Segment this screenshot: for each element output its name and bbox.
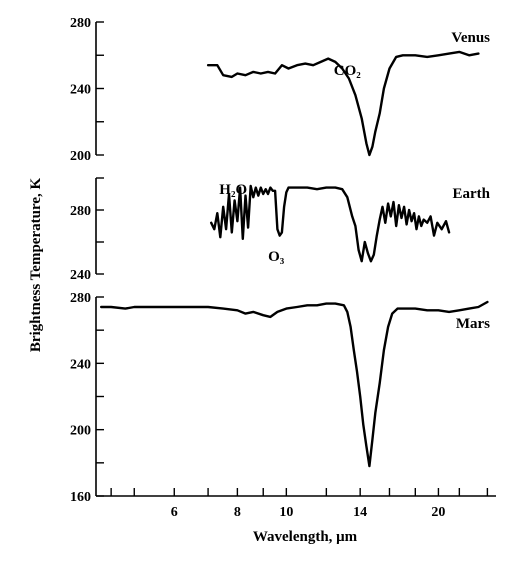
earth-y-tick-label: 280 (70, 204, 91, 219)
x-tick-label: 8 (234, 505, 241, 520)
venus-y-tick-label: 200 (70, 149, 91, 164)
mars-panel-label: Mars (456, 316, 490, 332)
earth-y-tick-label: 240 (70, 268, 91, 283)
x-tick-label: 6 (171, 505, 178, 520)
earth-spectrum-line (210, 184, 451, 263)
x-tick-label: 20 (431, 505, 445, 520)
mars-y-tick-label: 280 (70, 291, 91, 306)
venus-y-tick-label: 240 (70, 83, 91, 98)
venus-spectrum-line (206, 50, 480, 157)
x-axis-title: Wavelength, μm (253, 529, 358, 545)
mars-y-tick-label: 160 (70, 490, 91, 505)
venus-y-tick-label: 280 (70, 16, 91, 31)
venus-panel-label: Venus (451, 30, 490, 46)
axes-layer (95, 22, 496, 497)
earth-panel-label: Earth (453, 186, 491, 202)
mars-y-tick-label: 240 (70, 357, 91, 372)
series-layer (100, 50, 489, 468)
venus-annotation: CO₂ (334, 63, 362, 79)
y-axis-title: Brightness Temperature, K (28, 178, 44, 353)
mars-spectrum-line (100, 300, 489, 468)
earth-annotation: H₂O (219, 182, 247, 198)
x-tick-label: 14 (353, 505, 367, 520)
ticks-layer (96, 21, 489, 497)
labels-layer: 6 8 10 14 20 200 240 280 Venus CO₂ 240 280 Earth H₂O O… (70, 16, 491, 520)
earth-annotation: O₃ (268, 249, 285, 265)
mars-y-tick-label: 200 (70, 424, 91, 439)
x-tick-label: 10 (279, 505, 293, 520)
